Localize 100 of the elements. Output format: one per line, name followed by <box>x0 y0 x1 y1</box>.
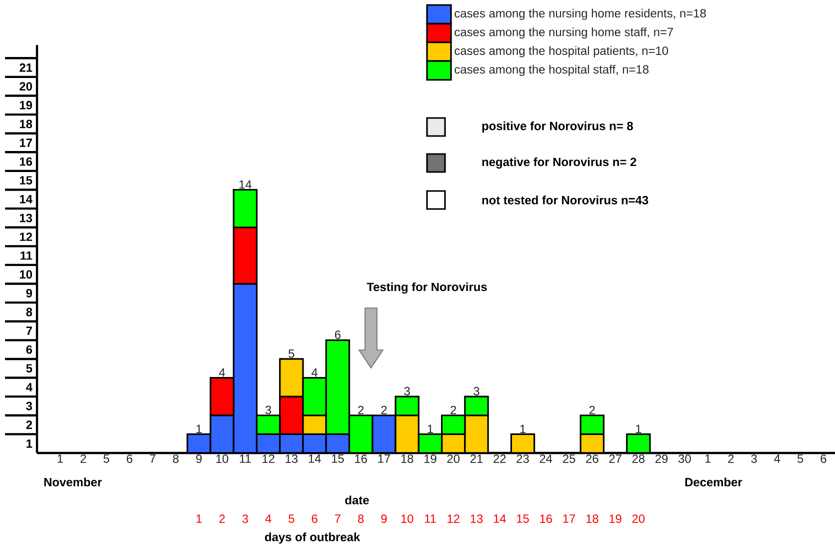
y-tick-label: 6 <box>26 345 32 354</box>
total-label: 4 <box>312 368 318 377</box>
x2-tick-label: 19 <box>610 514 622 523</box>
x-tick-label: 24 <box>540 454 552 463</box>
y-tick-label: 1 <box>26 439 32 448</box>
x-tick-label: 13 <box>286 454 298 463</box>
x2-tick-label: 7 <box>334 514 340 523</box>
x-tick-label: 5 <box>797 454 804 463</box>
y-tick-label: 17 <box>20 138 32 147</box>
x-tick-label: 30 <box>678 454 691 463</box>
x-tick-label: 6 <box>820 454 826 463</box>
x-axis-title: date <box>345 496 369 504</box>
total-label: 1 <box>636 424 642 433</box>
x2-tick-label: 14 <box>494 514 506 523</box>
x2-tick-label: 13 <box>470 514 483 523</box>
x-tick-label: 6 <box>126 454 132 463</box>
x-tick-label: 10 <box>216 454 228 463</box>
y-tick-label: 16 <box>20 157 32 166</box>
x-tick-label: 26 <box>586 454 598 463</box>
x-tick-label: 3 <box>751 454 757 463</box>
x-tick-label: 25 <box>562 454 576 463</box>
x2-tick-label: 16 <box>540 514 552 523</box>
y-tick-label: 9 <box>26 288 32 298</box>
total-label: 2 <box>381 406 387 414</box>
x2-tick-label: 17 <box>563 514 576 523</box>
y-tick-label: 2 <box>26 420 32 429</box>
x2-axis-title: days of outbreak <box>264 532 360 544</box>
y-tick-label: 3 <box>26 402 32 410</box>
y-tick-label: 18 <box>20 120 32 128</box>
x2-tick-label: 20 <box>632 514 645 523</box>
annotation: positive for Norovirus n= 8 <box>482 121 633 133</box>
x-tick-label: 14 <box>308 454 321 463</box>
x2-tick-label: 6 <box>312 514 318 523</box>
x-tick-label: 21 <box>470 454 483 463</box>
y-tick-label: 20 <box>20 82 32 91</box>
x-tick-label: 27 <box>609 454 622 463</box>
x-tick-label: 20 <box>447 454 460 463</box>
x-tick-label: 28 <box>632 454 645 463</box>
y-tick-label: 12 <box>20 232 32 241</box>
legend-label: cases among the nursing home staff, n=7 <box>454 27 673 39</box>
total-label: 1 <box>520 424 526 433</box>
x-tick-label: 2 <box>728 454 734 463</box>
x-tick-label: 1 <box>58 454 63 463</box>
total-label: 6 <box>334 330 341 339</box>
x2-tick-label: 15 <box>517 514 529 523</box>
x-tick-label: 22 <box>494 454 506 463</box>
x-tick-label: 16 <box>355 454 367 463</box>
x2-tick-label: 1 <box>196 514 202 523</box>
total-label: 3 <box>474 386 480 396</box>
text: December <box>685 478 742 486</box>
legend-label: cases among the nursing home residents, n=18 <box>454 8 706 20</box>
x2-tick-label: 12 <box>448 514 460 523</box>
y-tick-label: 19 <box>20 100 32 110</box>
total-label: 2 <box>450 406 456 414</box>
x-tick-label: 4 <box>774 454 780 463</box>
legend-label: cases among the hospital staff, n=18 <box>454 64 649 76</box>
x-tick-label: 9 <box>196 454 202 463</box>
x-tick-label: 11 <box>240 454 251 463</box>
x2-tick-label: 8 <box>358 514 364 523</box>
y-tick-label: 5 <box>26 364 32 373</box>
y-tick-label: 13 <box>20 214 32 222</box>
x-tick-label: 29 <box>655 454 668 463</box>
y-tick-label: 7 <box>26 326 32 335</box>
x2-tick-label: 18 <box>586 514 598 523</box>
x2-tick-label: 9 <box>381 514 387 523</box>
x-tick-label: 18 <box>401 454 414 463</box>
y-tick-label: 15 <box>20 176 32 185</box>
total-label: 1 <box>196 424 202 433</box>
x-tick-label: 19 <box>424 454 436 463</box>
x-tick-label: 12 <box>262 454 274 463</box>
text: November <box>44 478 102 486</box>
x2-tick-label: 3 <box>242 514 248 523</box>
y-tick-label: 11 <box>20 251 32 260</box>
x2-tick-label: 5 <box>288 514 294 523</box>
x-tick-label: 17 <box>378 454 390 463</box>
x-tick-label: 5 <box>104 454 110 463</box>
legend-label: cases among the hospital patients, n=10 <box>454 46 668 58</box>
y-tick-label: 8 <box>26 308 32 316</box>
total-label: 14 <box>239 180 252 189</box>
y-tick-label: 14 <box>20 195 32 204</box>
total-label: 3 <box>265 406 272 414</box>
total-label: 2 <box>589 406 595 414</box>
y-tick-label: 21 <box>20 63 32 72</box>
y-tick-label: 4 <box>26 383 32 392</box>
x-tick-label: 8 <box>172 454 179 463</box>
x-tick-label: 15 <box>332 454 344 463</box>
total-label: 4 <box>219 368 226 377</box>
total-label: 1 <box>428 424 433 433</box>
y-tick-label: 10 <box>20 270 32 279</box>
annotation: not tested for Norovirus n=43 <box>482 196 648 204</box>
annotation: negative for Norovirus n= 2 <box>482 157 636 169</box>
total-label: 5 <box>288 349 294 358</box>
x2-tick-label: 2 <box>219 514 225 523</box>
x-tick-label: 2 <box>80 454 86 463</box>
annotation: Testing for Norovirus <box>366 282 487 294</box>
x2-tick-label: 10 <box>401 514 414 523</box>
total-label: 2 <box>358 406 364 414</box>
x2-tick-label: 11 <box>424 514 436 523</box>
total-label: 3 <box>404 386 410 396</box>
x-tick-label: 7 <box>150 454 156 463</box>
